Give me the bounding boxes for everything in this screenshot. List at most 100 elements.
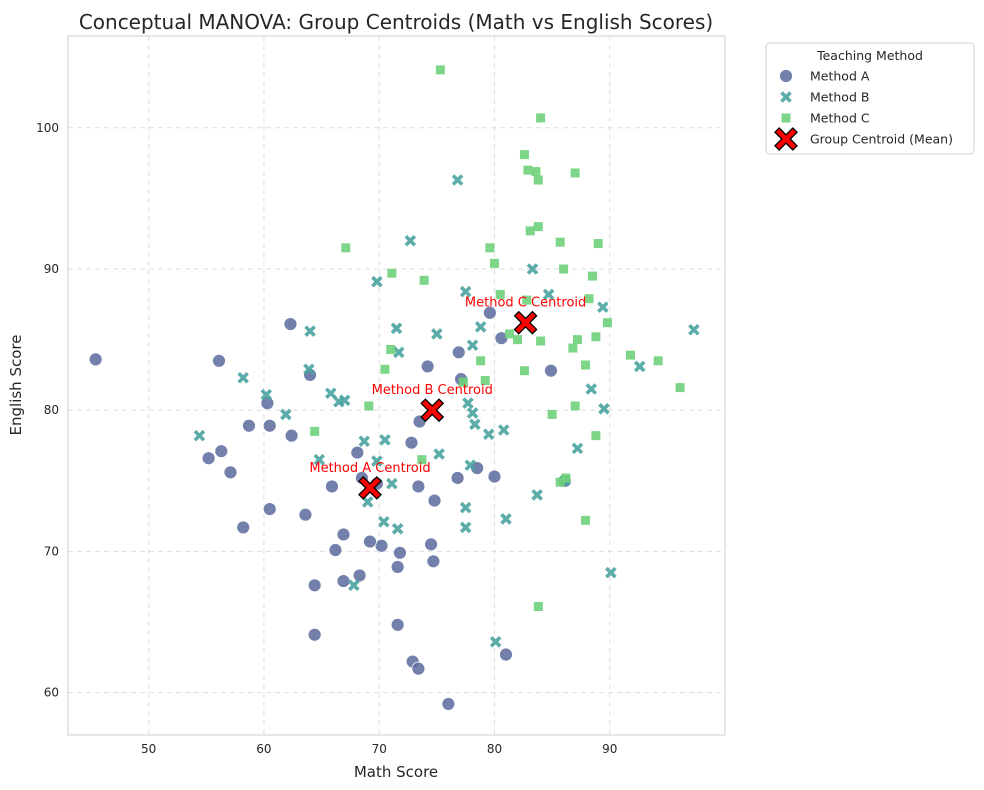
legend-marker <box>774 127 798 151</box>
point-method-b <box>500 513 512 525</box>
point-method-a <box>262 418 277 433</box>
point-method-b <box>482 428 495 440</box>
point-method-b-stroke <box>482 428 495 440</box>
point-method-b <box>459 501 472 514</box>
y-tick-label: 100 <box>36 121 59 135</box>
point-method-b-stroke <box>542 288 555 301</box>
point-method-a <box>363 534 377 549</box>
legend-item: Method B <box>780 90 869 105</box>
point-method-b-stroke <box>361 496 374 508</box>
point-method-c <box>387 268 397 278</box>
point-method-b-stroke <box>237 371 249 384</box>
point-method-b-stroke <box>462 397 474 409</box>
legend-item: Method A <box>779 69 870 84</box>
point-method-b <box>526 263 539 275</box>
point-method-c <box>513 335 523 345</box>
series-method-c <box>310 65 685 611</box>
point-method-a <box>404 435 419 450</box>
point-method-b-stroke <box>585 383 598 395</box>
point-method-b <box>688 323 700 336</box>
point-method-b <box>459 285 472 298</box>
point-method-c <box>561 473 571 483</box>
legend: Teaching Method Method A Method B Method C… <box>765 42 975 155</box>
point-method-a <box>325 479 339 494</box>
point-method-c <box>584 294 594 304</box>
point-method-b <box>280 408 292 421</box>
point-method-a <box>390 617 405 632</box>
point-method-b-stroke <box>371 455 383 467</box>
point-method-b <box>466 407 479 419</box>
point-method-b <box>386 477 398 490</box>
point-method-c <box>485 243 495 253</box>
point-method-b-stroke <box>371 275 383 288</box>
point-method-a <box>450 471 465 485</box>
point-method-a <box>411 661 426 676</box>
point-method-b-stroke <box>500 513 512 525</box>
point-method-c <box>419 275 429 285</box>
x-axis-ticks: 50 60 70 80 90 <box>141 742 617 756</box>
x-tick-label: 50 <box>141 742 156 756</box>
point-method-b <box>304 325 316 337</box>
point-method-b-stroke <box>358 435 370 448</box>
point-method-b-stroke <box>193 429 206 442</box>
point-method-c <box>364 401 374 411</box>
point-method-c <box>675 383 685 393</box>
point-method-b <box>371 275 383 288</box>
point-method-a <box>201 451 216 466</box>
point-method-b-stroke <box>260 388 273 401</box>
point-method-a <box>328 543 343 557</box>
point-method-c <box>519 150 529 160</box>
point-method-c <box>533 175 543 185</box>
point-method-c <box>519 366 529 376</box>
point-method-b <box>469 418 481 431</box>
legend-label: Method B <box>810 90 869 105</box>
point-method-b <box>391 523 404 535</box>
point-method-b-stroke <box>459 521 472 534</box>
point-method-c <box>581 360 591 370</box>
point-method-b <box>598 403 610 415</box>
point-method-c <box>536 113 546 123</box>
point-method-b-stroke <box>451 174 464 186</box>
point-method-c <box>310 426 320 436</box>
point-method-b-stroke <box>459 501 472 514</box>
point-method-b <box>348 579 360 592</box>
point-method-b-stroke <box>348 579 360 592</box>
point-method-a <box>284 428 299 443</box>
point-method-b-stroke <box>379 434 391 446</box>
point-method-a <box>451 345 466 360</box>
point-method-b-stroke <box>404 234 417 247</box>
plot-area: Method A Centroid Method B Centroid Method… <box>67 35 726 736</box>
point-method-c <box>547 409 557 419</box>
point-method-c <box>525 226 535 236</box>
point-method-c <box>435 65 445 75</box>
point-method-a <box>262 502 277 516</box>
point-method-b <box>371 455 383 467</box>
point-method-c <box>602 318 612 328</box>
point-method-b-stroke <box>598 403 610 415</box>
point-method-b <box>489 636 502 648</box>
point-method-b-stroke <box>280 408 292 421</box>
point-method-b-stroke <box>393 346 405 359</box>
point-method-c <box>559 264 569 274</box>
legend-label: Group Centroid (Mean) <box>810 132 953 147</box>
point-method-b <box>433 448 445 460</box>
y-tick-label: 90 <box>44 262 59 276</box>
point-method-b <box>313 453 326 466</box>
point-method-a <box>336 527 351 542</box>
point-method-a <box>214 444 229 459</box>
series-method-a <box>88 305 572 711</box>
point-method-b <box>237 371 249 384</box>
point-method-a <box>544 363 558 378</box>
point-method-c <box>531 167 541 177</box>
centroid-marker <box>420 398 445 423</box>
point-method-c <box>417 455 427 465</box>
point-method-b-stroke <box>531 489 543 501</box>
point-method-a <box>242 418 256 433</box>
point-method-b <box>358 435 370 448</box>
point-method-c <box>458 377 468 387</box>
legend-marker <box>781 113 791 123</box>
point-method-b <box>464 459 477 472</box>
legend-items: Method A Method B Method C Group Centroid (… <box>774 69 953 151</box>
point-method-b <box>361 496 374 508</box>
centroid-label: Method C Centroid <box>465 296 586 311</box>
